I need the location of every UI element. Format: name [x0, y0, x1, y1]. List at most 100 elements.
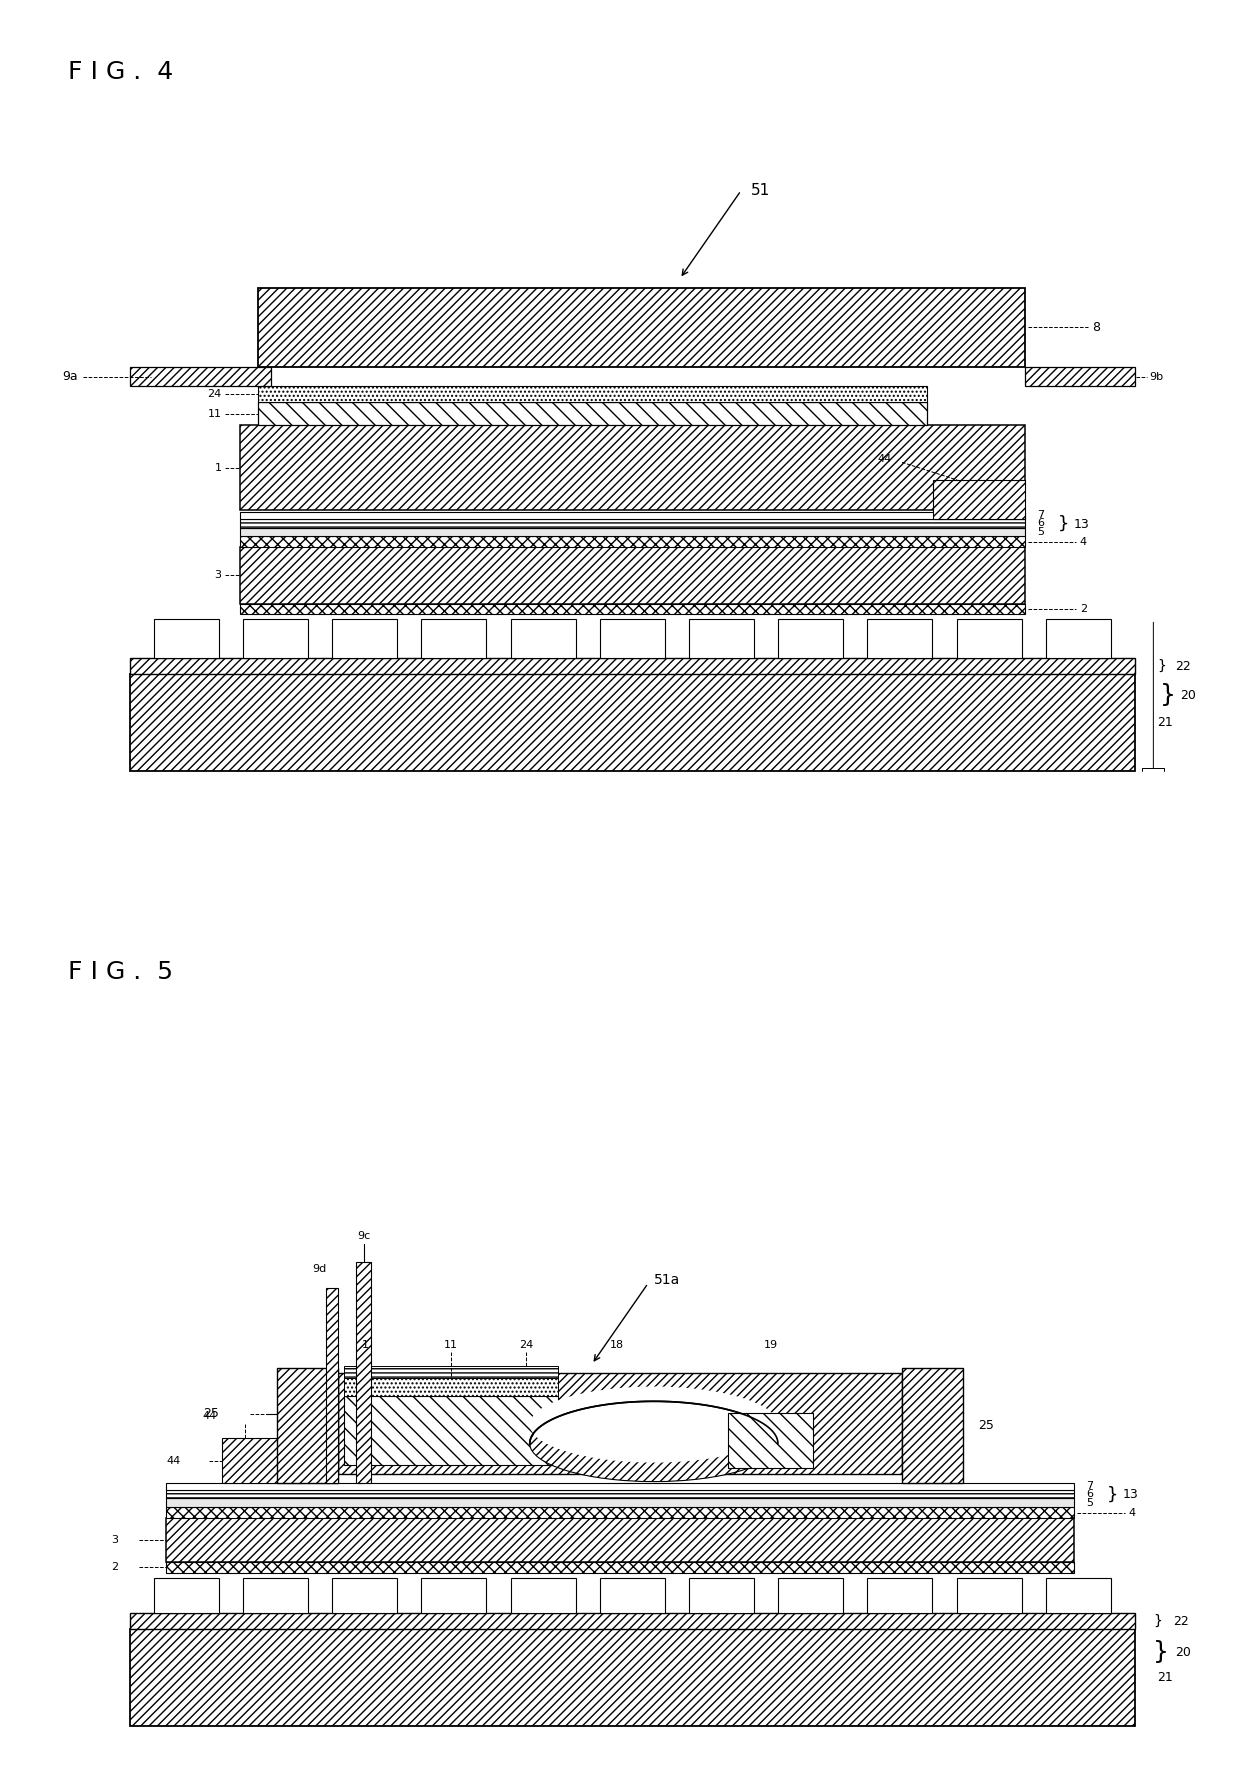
Text: 2: 2 [1080, 603, 1087, 614]
Bar [1024, 366, 1135, 386]
Bar [422, 1578, 486, 1614]
Bar [258, 402, 926, 425]
Bar [239, 548, 1024, 603]
Bar [222, 1439, 301, 1482]
Bar [129, 674, 1135, 772]
Text: 18: 18 [610, 1340, 624, 1350]
Ellipse shape [529, 1405, 777, 1482]
Bar [332, 1578, 397, 1614]
Bar [166, 1517, 1074, 1562]
Bar [339, 1373, 901, 1473]
Ellipse shape [529, 1386, 777, 1462]
Bar [600, 619, 665, 658]
Text: 24: 24 [520, 1340, 533, 1350]
Text: 44: 44 [166, 1455, 181, 1466]
Text: }: } [1058, 516, 1069, 534]
Bar [239, 425, 1024, 511]
Bar [326, 1288, 339, 1482]
Text: 44: 44 [202, 1411, 216, 1421]
Text: 21: 21 [1157, 717, 1173, 729]
Bar [277, 1368, 339, 1482]
Bar [239, 519, 1024, 528]
Text: 25: 25 [978, 1418, 994, 1432]
Bar [166, 1489, 1074, 1498]
Bar [166, 1507, 1074, 1517]
Bar [356, 1261, 371, 1482]
Text: 1: 1 [362, 1340, 370, 1350]
Text: 4: 4 [1080, 537, 1087, 546]
Text: F I G .  4: F I G . 4 [68, 60, 174, 84]
Bar [345, 1366, 558, 1379]
Text: F I G .  5: F I G . 5 [68, 961, 174, 984]
Text: 24: 24 [207, 390, 222, 400]
Bar [332, 619, 397, 658]
Text: 2: 2 [112, 1562, 118, 1573]
Bar [600, 1578, 665, 1614]
Text: 9a: 9a [62, 370, 78, 382]
Text: 44: 44 [878, 454, 892, 464]
Bar [239, 603, 1024, 614]
Text: 5: 5 [1037, 527, 1044, 537]
Bar [258, 288, 1024, 366]
Text: 8: 8 [1092, 320, 1100, 334]
Bar [239, 528, 1024, 537]
Text: 22: 22 [1173, 1615, 1189, 1628]
Text: 7: 7 [1037, 511, 1044, 519]
Bar [243, 619, 308, 658]
Text: 20: 20 [1176, 1646, 1192, 1658]
Bar [689, 1578, 754, 1614]
Text: 22: 22 [1176, 660, 1192, 672]
Text: 25: 25 [203, 1407, 219, 1420]
Bar [345, 1397, 558, 1464]
Bar [867, 1578, 932, 1614]
Text: 11: 11 [207, 409, 222, 418]
Bar [956, 1578, 1022, 1614]
Text: 1: 1 [215, 463, 222, 473]
Bar [689, 619, 754, 658]
Bar [129, 366, 270, 386]
Text: 3: 3 [215, 571, 222, 580]
Bar [956, 619, 1022, 658]
Bar [239, 512, 1024, 519]
Bar [239, 537, 1024, 548]
Text: }: } [1159, 683, 1176, 708]
Bar [728, 1413, 813, 1468]
Bar [511, 1578, 575, 1614]
Text: 6: 6 [1037, 518, 1044, 528]
Text: 11: 11 [444, 1340, 459, 1350]
Text: 51: 51 [751, 183, 770, 197]
Bar [1045, 619, 1111, 658]
Text: 21: 21 [1157, 1670, 1173, 1685]
Text: 6: 6 [1086, 1489, 1092, 1500]
Bar [243, 1578, 308, 1614]
Text: 9b: 9b [1149, 372, 1164, 382]
Bar [779, 1578, 843, 1614]
Text: 7: 7 [1086, 1482, 1092, 1491]
Bar [154, 1578, 218, 1614]
Text: 3: 3 [112, 1535, 118, 1544]
Bar [129, 1614, 1135, 1630]
Bar [154, 619, 218, 658]
Text: }: } [1157, 660, 1166, 672]
Bar [166, 1482, 1074, 1489]
Bar [166, 1498, 1074, 1507]
Text: 19: 19 [764, 1340, 777, 1350]
Text: 20: 20 [1180, 688, 1197, 703]
Bar [422, 619, 486, 658]
Text: 13: 13 [1074, 518, 1090, 530]
Bar [129, 1630, 1135, 1726]
Bar [129, 658, 1135, 674]
Bar [258, 386, 926, 402]
Bar [779, 619, 843, 658]
Text: 4: 4 [1128, 1507, 1136, 1517]
Bar [345, 1379, 558, 1397]
Bar [1045, 1578, 1111, 1614]
Text: 51a: 51a [653, 1272, 680, 1286]
Bar [932, 480, 1024, 519]
Bar [511, 619, 575, 658]
Text: }: } [1153, 1614, 1162, 1628]
Bar [166, 1562, 1074, 1573]
Bar [867, 619, 932, 658]
Text: 5: 5 [1086, 1498, 1092, 1509]
Text: 9d: 9d [312, 1265, 326, 1274]
